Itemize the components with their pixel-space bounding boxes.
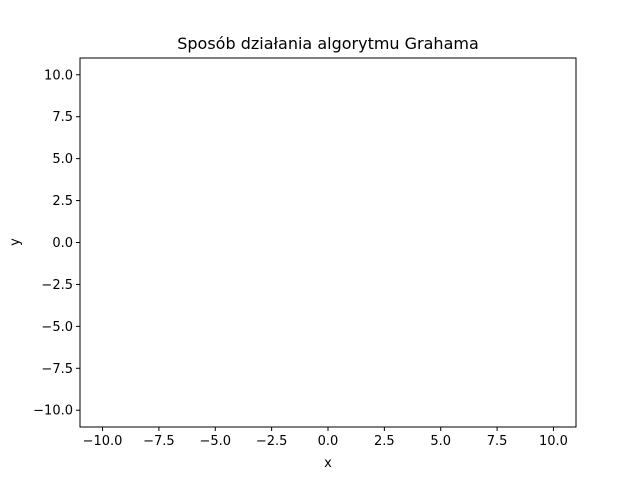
x-tick-label: 2.5 xyxy=(374,434,395,449)
y-axis: −10.0 −7.5 −5.0 −2.5 0.0 2.5 5.0 7.5 10.0 xyxy=(33,68,80,419)
x-axis-label: x xyxy=(324,456,332,471)
x-tick-label: 5.0 xyxy=(430,434,451,449)
x-tick-label: 10.0 xyxy=(539,434,568,449)
x-tick-label: −2.5 xyxy=(256,434,288,449)
x-tick-label: −7.5 xyxy=(143,434,175,449)
y-tick-label: 5.0 xyxy=(52,152,73,167)
y-tick-label: 7.5 xyxy=(52,110,73,125)
y-tick-label: −7.5 xyxy=(41,362,73,377)
x-tick-label: 0.0 xyxy=(318,434,339,449)
x-tick-label: 7.5 xyxy=(487,434,508,449)
y-tick-label: −10.0 xyxy=(33,404,73,419)
x-tick-label: −10.0 xyxy=(83,434,123,449)
y-tick-label: −5.0 xyxy=(41,320,73,335)
x-axis: −10.0 −7.5 −5.0 −2.5 0.0 2.5 5.0 7.5 10.0 xyxy=(83,427,568,449)
y-axis-label: y xyxy=(8,238,23,246)
y-tick-label: −2.5 xyxy=(41,278,73,293)
y-tick-label: 10.0 xyxy=(44,68,73,83)
y-tick-label: 2.5 xyxy=(52,194,73,209)
x-tick-label: −5.0 xyxy=(199,434,231,449)
y-tick-label: 0.0 xyxy=(52,236,73,251)
chart-title: Sposób działania algorytmu Grahama xyxy=(177,34,479,53)
plot-area xyxy=(79,57,577,428)
